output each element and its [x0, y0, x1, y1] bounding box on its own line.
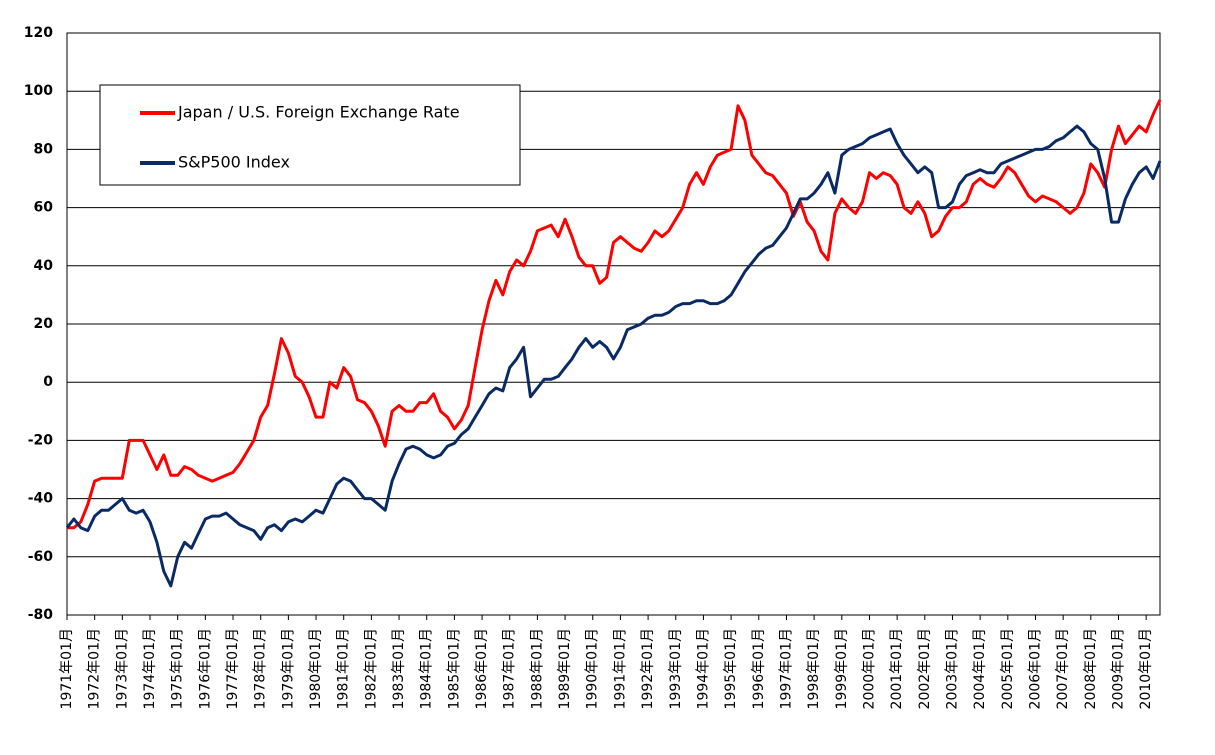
x-tick-label: 1974年01月 [142, 628, 158, 709]
line-series [67, 99, 1162, 530]
x-tick-label: 2000年01月 [861, 628, 877, 709]
x-tick-label: 2004年01月 [972, 628, 988, 709]
y-tick-label: -40 [28, 491, 54, 507]
x-tick-label: 1994年01月 [695, 628, 711, 709]
x-tick-label: 1987年01月 [502, 628, 518, 709]
x-tick-label: 1991年01月 [612, 628, 628, 709]
x-tick-label: 2001年01月 [889, 628, 905, 709]
x-tick-label: 1998年01月 [806, 628, 822, 709]
x-tick-label: 1977年01月 [225, 628, 241, 709]
x-tick-label: 1981年01月 [336, 628, 352, 709]
x-tick-label: 2003年01月 [944, 628, 960, 709]
x-tick-label: 1995年01月 [723, 628, 739, 709]
y-tick-label: -20 [28, 432, 54, 448]
x-tick-label: 1993年01月 [668, 628, 684, 709]
x-tick-label: 1971年01月 [59, 628, 75, 709]
legend-box [99, 84, 521, 186]
legend-label: Japan / U.S. Foreign Exchange Rate [177, 103, 460, 122]
x-tick-label: 2002年01月 [917, 628, 933, 709]
x-tick-label: 1992年01月 [640, 628, 656, 709]
x-tick-label: 1979年01月 [280, 628, 296, 709]
legend: Japan / U.S. Foreign Exchange Rate S&P500… [99, 84, 521, 186]
x-tick-label: 2008年01月 [1083, 628, 1099, 709]
x-tick-label: 1978年01月 [253, 628, 269, 709]
x-tick-label: 1972年01月 [87, 628, 103, 709]
y-tick-label: 20 [34, 316, 54, 332]
plot-border [66, 32, 1161, 616]
y-tick-label: 120 [24, 25, 53, 41]
x-tick-label: 2009年01月 [1110, 628, 1126, 709]
x-tick-label: 1982年01月 [363, 628, 379, 709]
x-tick-label: 2007年01月 [1055, 628, 1071, 709]
x-tick-label: 1985年01月 [446, 628, 462, 709]
x-tick-label: 1984年01月 [419, 628, 435, 709]
y-tick-label: 40 [34, 258, 54, 274]
y-tick-label: 60 [34, 200, 54, 216]
y-tick-label: -60 [28, 549, 54, 565]
x-tick-label: 2010年01月 [1138, 628, 1154, 709]
x-tick-label: 1990年01月 [585, 628, 601, 709]
x-tick-label: 1999年01月 [834, 628, 850, 709]
y-tick-label: -80 [28, 607, 54, 623]
x-tick-label: 1973年01月 [114, 628, 130, 709]
x-tick-label: 2005年01月 [1000, 628, 1016, 709]
y-tick-label: 0 [43, 374, 53, 390]
x-tick-label: 1996年01月 [751, 628, 767, 709]
y-tick-label: 100 [24, 83, 53, 99]
legend-label: S&P500 Index [178, 153, 290, 172]
line-series [65, 124, 1162, 588]
x-tick-label: 1986年01月 [474, 628, 490, 709]
y-tick-label: 80 [34, 141, 54, 157]
x-tick-label: 1975年01月 [170, 628, 186, 709]
x-tick-label: 1976年01月 [197, 628, 213, 709]
x-tick-label: 1983年01月 [391, 628, 407, 709]
x-tick-label: 1980年01月 [308, 628, 324, 709]
x-tick-label: 2006年01月 [1027, 628, 1043, 709]
x-tick-label: 1997年01月 [778, 628, 794, 709]
x-tick-label: 1988年01月 [529, 628, 545, 709]
x-tick-label: 1989年01月 [557, 628, 573, 709]
